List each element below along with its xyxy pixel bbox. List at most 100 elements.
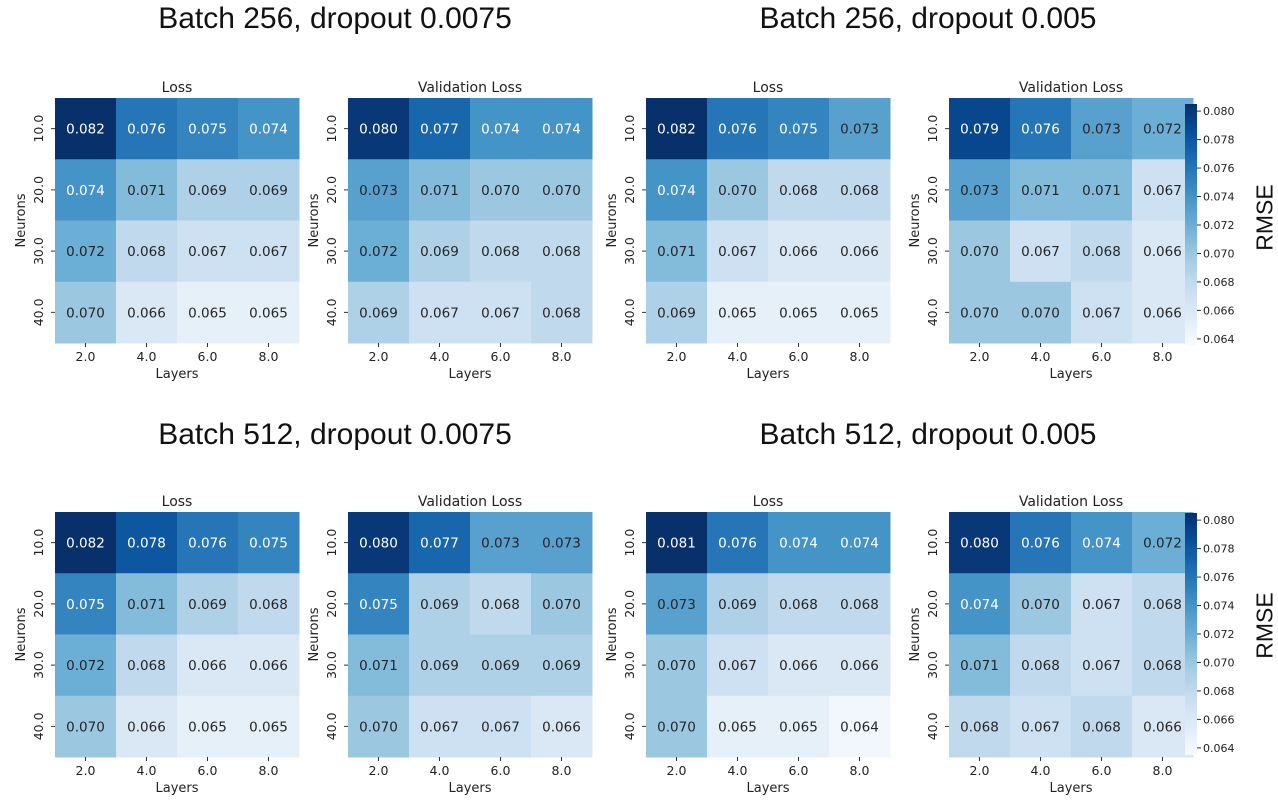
cell-value-label: 0.069 <box>481 658 520 674</box>
heatmap-cell <box>55 573 117 635</box>
heatmap-cell <box>238 220 300 283</box>
x-tick-label: 6.0 <box>1092 349 1112 364</box>
cell-value-label: 0.072 <box>359 244 398 260</box>
y-tick-label: 30.0 <box>622 237 637 265</box>
cell-value-label: 0.066 <box>1143 305 1182 321</box>
y-tick-label: 10.0 <box>925 529 940 557</box>
heatmap-cell <box>177 512 239 574</box>
cell-value-label: 0.072 <box>1143 536 1182 552</box>
colorbar-tick-label: 0.074 <box>1203 600 1235 613</box>
heatmap-cell <box>409 512 471 574</box>
heatmap-cell <box>348 573 410 635</box>
heatmap-cell <box>1010 573 1072 635</box>
x-tick-label: 6.0 <box>198 349 218 364</box>
cell-value-label: 0.070 <box>66 305 105 321</box>
heatmap-cell <box>1132 159 1194 221</box>
x-tick-label: 8.0 <box>850 349 870 364</box>
colorbar-tick-label: 0.076 <box>1203 162 1235 175</box>
cell-value-label: 0.064 <box>840 719 879 735</box>
cell-value-label: 0.074 <box>66 183 105 199</box>
x-axis-label: Layers <box>1049 367 1092 382</box>
heatmap-cell <box>409 573 471 635</box>
heatmap-cell <box>531 695 593 758</box>
heatmap-cell <box>116 220 178 283</box>
y-tick-label: 30.0 <box>324 237 339 265</box>
y-tick-label: 30.0 <box>31 237 46 265</box>
group-title-batch512-dropout0075: Batch 512, dropout 0.0075 <box>158 418 512 451</box>
heatmap-cell <box>348 695 410 758</box>
heatmap-cell <box>531 159 593 221</box>
heatmap-cell <box>707 634 769 697</box>
colorbar-tick-label: 0.064 <box>1203 742 1235 755</box>
colorbar-tick-label: 0.068 <box>1203 685 1235 698</box>
cell-value-label: 0.072 <box>66 658 105 674</box>
heatmap-cell <box>1071 159 1133 221</box>
heatmap-cell <box>768 220 830 283</box>
cell-value-label: 0.081 <box>657 536 696 552</box>
y-tick-label: 10.0 <box>622 115 637 143</box>
heatmap-cell <box>55 220 117 283</box>
cell-value-label: 0.066 <box>779 658 818 674</box>
heatmap-cell <box>348 98 410 160</box>
cell-value-label: 0.069 <box>188 597 227 613</box>
heatmap-cell <box>646 220 708 283</box>
heatmap-cell <box>116 98 178 160</box>
heatmap-cell <box>177 220 239 283</box>
x-tick-label: 4.0 <box>728 763 748 778</box>
cell-value-label: 0.067 <box>718 658 757 674</box>
heatmap-cell <box>177 634 239 697</box>
cell-value-label: 0.082 <box>66 122 105 138</box>
heatmap-panel-7 <box>949 512 1194 758</box>
cell-value-label: 0.070 <box>359 719 398 735</box>
heatmap-cell <box>949 159 1011 221</box>
x-axis-label: Layers <box>746 367 789 382</box>
heatmap-cell <box>829 573 891 635</box>
x-tick-label: 8.0 <box>1153 349 1173 364</box>
cell-value-label: 0.082 <box>657 122 696 138</box>
x-tick-label: 4.0 <box>137 349 157 364</box>
y-axis-label: Neurons <box>908 193 923 247</box>
heatmap-cell <box>1132 512 1194 574</box>
x-tick-label: 4.0 <box>728 349 748 364</box>
cell-value-label: 0.073 <box>840 122 879 138</box>
y-tick-label: 10.0 <box>324 529 339 557</box>
heatmap-cell <box>409 281 471 344</box>
cell-value-label: 0.068 <box>1021 658 1060 674</box>
x-axis-label: Layers <box>1049 781 1092 796</box>
cell-value-label: 0.069 <box>420 597 459 613</box>
heatmap-cell <box>646 281 708 344</box>
cell-value-label: 0.068 <box>840 183 879 199</box>
colorbar-tick-label: 0.074 <box>1203 191 1235 204</box>
cell-value-label: 0.065 <box>718 719 757 735</box>
heatmap-cell <box>646 695 708 758</box>
cell-value-label: 0.076 <box>718 536 757 552</box>
cell-value-label: 0.076 <box>188 536 227 552</box>
heatmap-cell <box>409 220 471 283</box>
y-axis-label: Neurons <box>14 607 29 661</box>
cell-value-label: 0.066 <box>127 719 166 735</box>
cell-value-label: 0.065 <box>188 305 227 321</box>
cell-value-label: 0.074 <box>840 536 879 552</box>
cell-value-label: 0.067 <box>249 244 288 260</box>
heatmap-cell <box>238 512 300 574</box>
heatmap-cell <box>1132 634 1194 697</box>
heatmap-panel-1 <box>348 98 593 344</box>
heatmap-cell <box>470 512 532 574</box>
x-tick-label: 4.0 <box>430 349 450 364</box>
y-tick-label: 40.0 <box>925 712 940 740</box>
heatmap-cell <box>768 512 830 574</box>
x-tick-label: 6.0 <box>1092 763 1112 778</box>
cell-value-label: 0.076 <box>1021 122 1060 138</box>
heatmap-cell <box>768 695 830 758</box>
panel-title: Loss <box>162 80 193 96</box>
y-tick-label: 20.0 <box>324 590 339 618</box>
cell-value-label: 0.071 <box>1082 183 1121 199</box>
heatmap-cell <box>1010 281 1072 344</box>
y-tick-label: 10.0 <box>622 529 637 557</box>
heatmap-cell <box>707 159 769 221</box>
heatmap-cell <box>646 159 708 221</box>
heatmap-cell <box>116 159 178 221</box>
cell-value-label: 0.069 <box>657 305 696 321</box>
colorbar <box>1185 513 1197 755</box>
cell-value-label: 0.070 <box>66 719 105 735</box>
